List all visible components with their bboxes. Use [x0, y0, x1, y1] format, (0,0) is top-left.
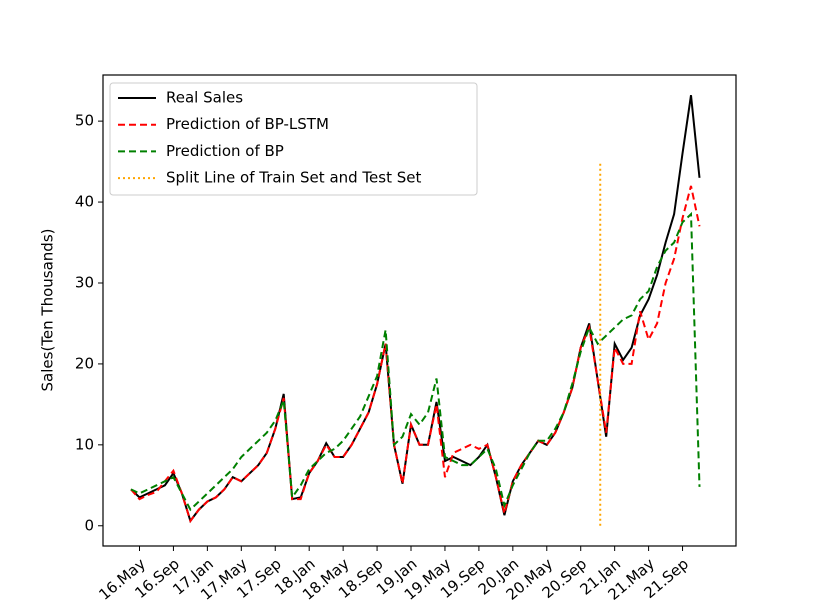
legend-label: Real Sales	[166, 89, 243, 107]
y-tick-label: 0	[84, 516, 94, 534]
y-tick-label: 20	[75, 354, 94, 372]
y-tick-label: 50	[75, 112, 94, 130]
y-axis-label: Sales(Ten Thousands)	[39, 229, 57, 392]
y-tick-label: 10	[75, 435, 94, 453]
legend-label: Prediction of BP	[166, 142, 284, 160]
legend-box	[109, 82, 478, 196]
legend-label: Prediction of BP-LSTM	[166, 115, 329, 133]
series-line	[130, 185, 701, 524]
legend-label: Split Line of Train Set and Test Set	[166, 169, 421, 187]
y-tick-label: 40	[75, 193, 94, 211]
series-line	[130, 211, 701, 512]
y-tick-label: 30	[75, 273, 94, 291]
plot-frame	[102, 74, 737, 547]
